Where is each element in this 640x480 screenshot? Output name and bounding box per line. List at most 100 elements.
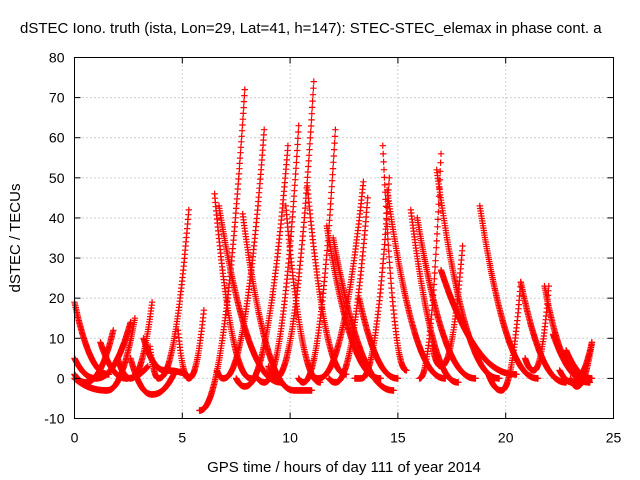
data-point <box>385 253 393 260</box>
data-point <box>238 138 245 145</box>
data-point <box>292 165 300 172</box>
data-point <box>385 180 393 188</box>
satellite-arc <box>146 206 192 382</box>
data-point <box>435 193 443 200</box>
data-point <box>331 146 338 153</box>
data-point <box>294 141 301 148</box>
data-point <box>239 121 246 129</box>
data-point <box>294 147 301 154</box>
data-point <box>379 142 386 149</box>
y-tick-label: 30 <box>49 250 65 266</box>
data-point <box>307 122 315 130</box>
satellite-arc <box>233 142 292 390</box>
data-point <box>534 375 542 382</box>
data-point <box>380 166 388 173</box>
data-point <box>310 78 317 85</box>
data-point <box>328 183 335 190</box>
data-point <box>241 86 248 93</box>
y-tick-label: 0 <box>57 370 65 386</box>
data-point <box>384 229 391 237</box>
data-point <box>293 159 300 166</box>
data-point <box>284 142 292 149</box>
data-point <box>294 135 302 142</box>
x-tick-label: 10 <box>282 430 298 446</box>
data-point <box>327 195 335 202</box>
satellite-arc <box>476 202 542 382</box>
data-point <box>384 223 391 230</box>
y-tick-label: 40 <box>49 210 65 226</box>
y-tick-label: 50 <box>49 170 65 186</box>
data-point <box>240 104 247 111</box>
data-point <box>309 104 316 111</box>
data-point <box>431 263 439 271</box>
data-point <box>295 128 302 136</box>
data-point <box>240 98 248 105</box>
data-point <box>435 208 442 216</box>
data-point <box>239 116 247 123</box>
data-point <box>381 181 388 189</box>
x-tick-label: 0 <box>71 430 79 446</box>
data-point <box>437 150 445 157</box>
data-point <box>394 375 402 382</box>
data-point <box>433 237 440 245</box>
data-point <box>328 189 335 196</box>
satellite-arc <box>71 327 117 386</box>
data-point <box>307 134 314 142</box>
data-point <box>327 200 334 208</box>
chart-title: dSTEC Iono. truth (ista, Lon=29, Lat=41,… <box>20 20 602 37</box>
data-point <box>377 375 384 382</box>
data-point <box>432 257 439 264</box>
y-tick-label: -10 <box>44 411 64 427</box>
data-point <box>383 216 390 224</box>
x-tick-label: 20 <box>498 430 514 446</box>
satellite-arc <box>174 307 208 382</box>
data-point <box>380 158 387 166</box>
data-point <box>329 171 336 178</box>
data-point <box>306 140 314 147</box>
satellite-arc <box>416 150 445 382</box>
data-point <box>310 85 317 92</box>
data-point <box>237 149 244 156</box>
data-point <box>588 339 596 346</box>
data-point <box>305 152 313 159</box>
data-point <box>309 91 317 98</box>
data-point <box>200 307 208 314</box>
x-tick-label: 15 <box>390 430 406 446</box>
data-point <box>292 170 299 178</box>
data-point <box>240 110 247 117</box>
data-point <box>305 163 312 170</box>
data-point <box>432 251 440 258</box>
data-point <box>291 182 298 189</box>
data-point <box>381 174 388 181</box>
data-point <box>383 210 390 217</box>
data-point <box>431 275 438 282</box>
data-point <box>331 133 339 140</box>
satellite-arc <box>355 295 402 382</box>
satellite-arc <box>485 278 524 394</box>
data-point <box>304 174 311 181</box>
data-point <box>329 177 336 184</box>
data-points <box>71 78 596 414</box>
data-point <box>241 92 248 99</box>
data-point <box>433 230 441 238</box>
data-point <box>380 150 387 158</box>
data-point <box>261 126 268 133</box>
data-point <box>238 127 246 134</box>
data-point <box>330 152 337 160</box>
satellite-arc <box>567 339 596 390</box>
data-point <box>185 206 192 214</box>
satellite-arc <box>383 186 449 382</box>
data-point <box>433 244 440 251</box>
data-point <box>236 154 244 162</box>
data-point <box>329 165 337 172</box>
data-point <box>330 159 337 166</box>
satellite-arc <box>379 142 410 374</box>
data-point <box>588 375 596 382</box>
data-point <box>386 259 393 266</box>
data-point <box>304 168 312 176</box>
data-point <box>110 327 117 334</box>
data-point <box>148 299 156 306</box>
data-point <box>292 176 299 183</box>
